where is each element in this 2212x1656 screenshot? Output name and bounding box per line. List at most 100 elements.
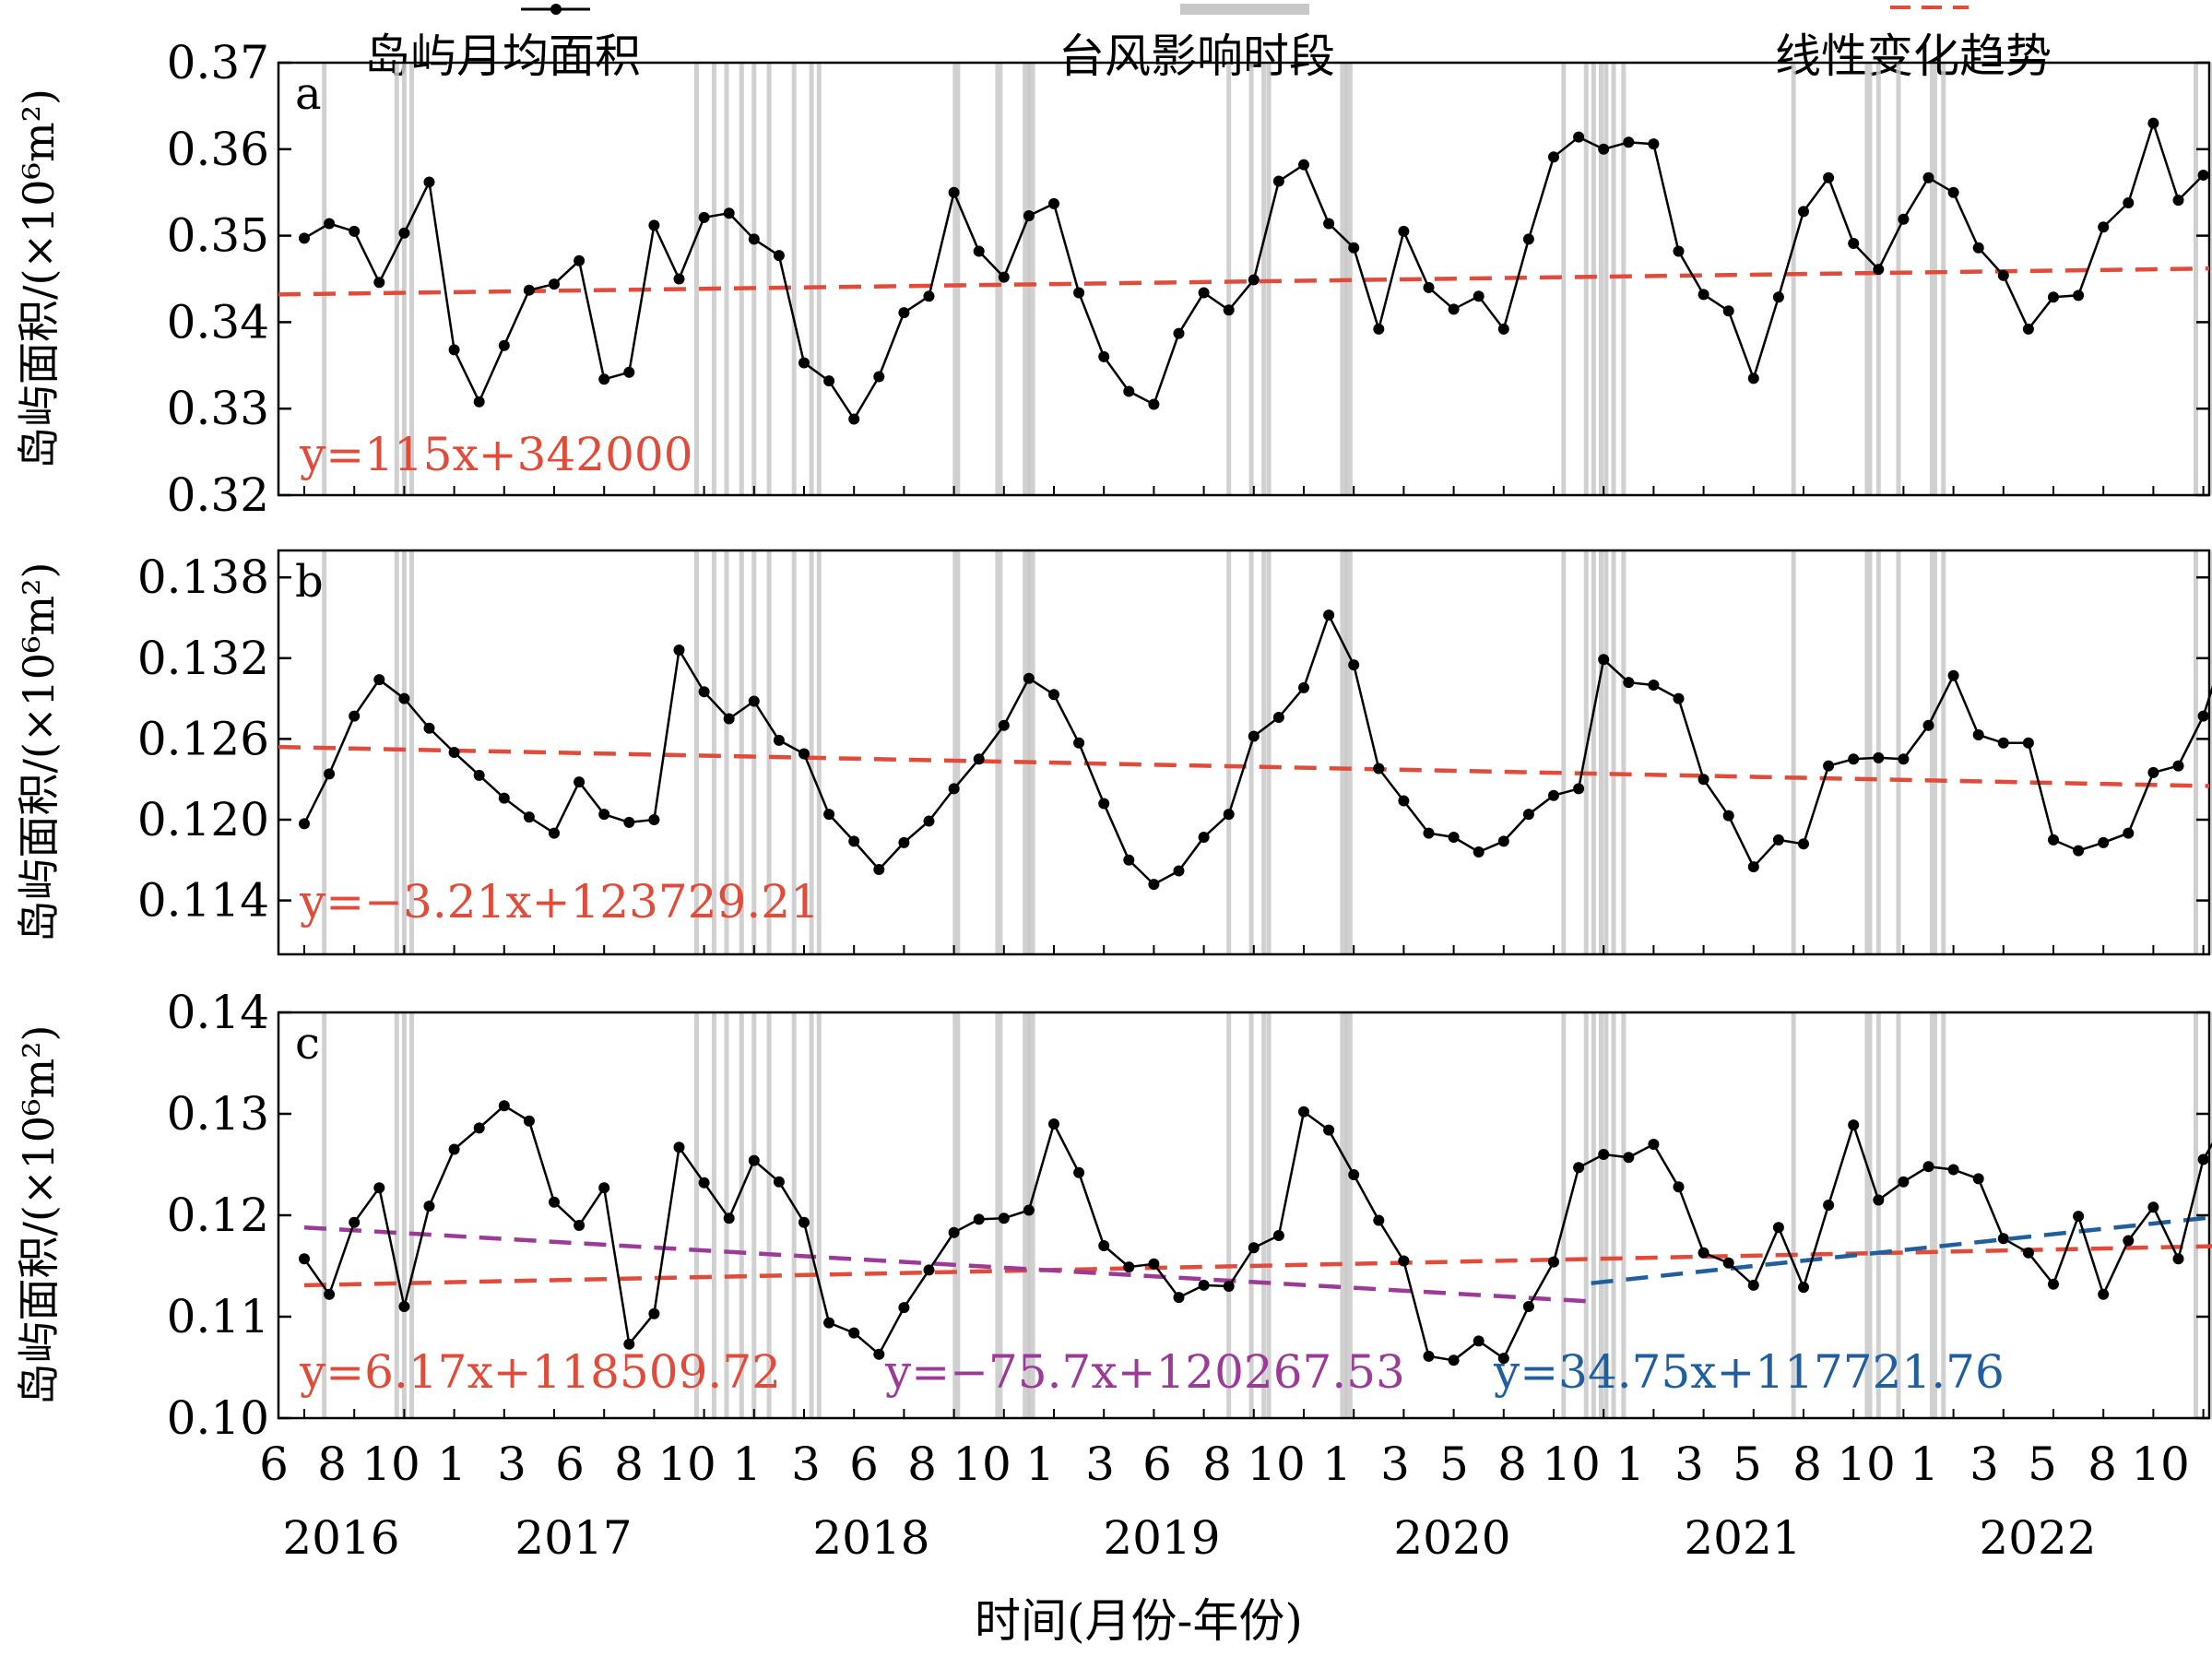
typhoon-band	[809, 550, 814, 954]
y-tick-label: 0.12	[167, 1189, 269, 1242]
y-tick-label: 0.114	[137, 874, 269, 928]
data-point	[2098, 1288, 2110, 1300]
x-tick-label: 1	[1322, 1437, 1352, 1491]
data-point	[324, 768, 336, 780]
data-point	[1423, 1350, 1435, 1362]
data-point	[998, 271, 1010, 283]
data-point	[1373, 323, 1385, 335]
data-point	[998, 719, 1010, 731]
data-point	[648, 1307, 660, 1319]
data-point	[1448, 831, 1460, 843]
trend-equation: y=6.17x+118509.72	[299, 1345, 781, 1399]
typhoon-band	[751, 63, 757, 495]
data-point	[1497, 835, 1509, 847]
panel-a: 0.32 0.33 0.34 0.35 0.36 0.37 岛屿面积/(×10⁶m²) a y=…	[14, 36, 2212, 522]
typhoon-band	[1598, 1012, 1603, 1418]
typhoon-band	[1561, 63, 1567, 495]
typhoon-band	[1621, 550, 1626, 954]
data-point	[1073, 287, 1085, 299]
data-point	[698, 1177, 710, 1189]
typhoon-band	[1591, 1012, 1596, 1418]
trend-line	[303, 1244, 2212, 1288]
data-point	[1473, 846, 1485, 858]
data-point	[1123, 385, 1135, 397]
legend: 岛屿月均面积 台风影响时段 线性变化趋势	[364, 4, 2052, 83]
typhoon-band	[1611, 550, 1616, 954]
data-point	[2197, 169, 2209, 181]
typhoon-band	[1261, 550, 1267, 954]
x-tick-label: 10	[1247, 1437, 1306, 1491]
x-tick-label: 10	[1837, 1437, 1896, 1491]
data-point	[1148, 1258, 1160, 1270]
data-point	[1398, 1255, 1410, 1267]
data-point	[1623, 1152, 1635, 1164]
y-tick-label: 0.11	[167, 1290, 269, 1343]
typhoon-band	[1226, 550, 1232, 954]
data-point	[1798, 206, 1809, 218]
data-point	[1272, 1230, 1284, 1241]
y-tick-label: 0.14	[167, 986, 269, 1039]
y-tick-label: 0.36	[167, 123, 269, 176]
data-point	[1997, 269, 2009, 281]
data-point	[1173, 865, 1185, 877]
data-point	[1722, 810, 1734, 822]
data-point	[773, 734, 785, 746]
data-point	[1697, 1247, 1709, 1259]
data-point	[1023, 210, 1035, 222]
data-point	[1373, 763, 1385, 775]
typhoon-band	[2193, 63, 2198, 495]
data-point	[1922, 1161, 1934, 1173]
data-point	[2147, 117, 2159, 129]
typhoon-band	[711, 550, 716, 954]
data-point	[1323, 218, 1335, 230]
typhoon-band	[1864, 63, 1873, 495]
data-point	[473, 1122, 485, 1134]
typhoon-band	[1583, 1012, 1589, 1418]
typhoon-band	[1266, 1012, 1272, 1418]
data-point	[898, 836, 910, 848]
data-point	[898, 307, 910, 319]
data-point	[1673, 1181, 1685, 1193]
typhoon-band	[1340, 550, 1348, 954]
data-point	[1922, 172, 1934, 183]
data-point	[773, 250, 785, 262]
x-tick-label: 1	[1025, 1437, 1055, 1491]
y-tick-label: 0.34	[167, 295, 269, 349]
typhoon-band	[693, 63, 699, 495]
data-point	[723, 1212, 735, 1224]
data-point	[923, 1264, 935, 1276]
typhoon-band	[739, 550, 744, 954]
data-point	[2022, 323, 2034, 335]
typhoon-band	[1561, 1012, 1567, 1418]
data-point	[1772, 1222, 1784, 1234]
data-point	[1248, 274, 1260, 286]
typhoon-band	[952, 1012, 961, 1418]
data-point	[1198, 831, 1210, 843]
y-tick-label: 0.13	[167, 1087, 269, 1141]
data-point	[2123, 827, 2135, 839]
typhoon-band	[2193, 550, 2198, 954]
typhoon-band	[1896, 550, 1901, 954]
data-point	[798, 357, 810, 369]
data-point	[1898, 213, 1910, 225]
panels: 0.32 0.33 0.34 0.35 0.36 0.37 岛屿面积/(×10⁶m²) a y=…	[14, 36, 2212, 1445]
y-tick-label: 0.126	[137, 712, 269, 765]
data-point	[973, 1213, 985, 1225]
data-point	[1023, 672, 1035, 684]
typhoon-band	[995, 1012, 1003, 1418]
data-point	[2048, 291, 2059, 303]
typhoon-band	[401, 63, 407, 495]
data-point	[1423, 281, 1435, 293]
data-point	[748, 695, 760, 707]
data-point	[1848, 238, 1860, 250]
typhoon-band	[1941, 550, 1946, 954]
data-point	[848, 413, 860, 425]
panel-b: 0.114 0.120 0.126 0.132 0.138 岛屿面积/(×10⁶m²) b y…	[14, 549, 2212, 956]
data-point	[398, 692, 410, 704]
data-point	[1173, 327, 1185, 339]
data-point	[1598, 654, 1610, 666]
data-point	[848, 835, 860, 847]
x-year-label: 2020	[1393, 1511, 1510, 1565]
data-point	[473, 769, 485, 781]
data-point	[673, 273, 685, 285]
